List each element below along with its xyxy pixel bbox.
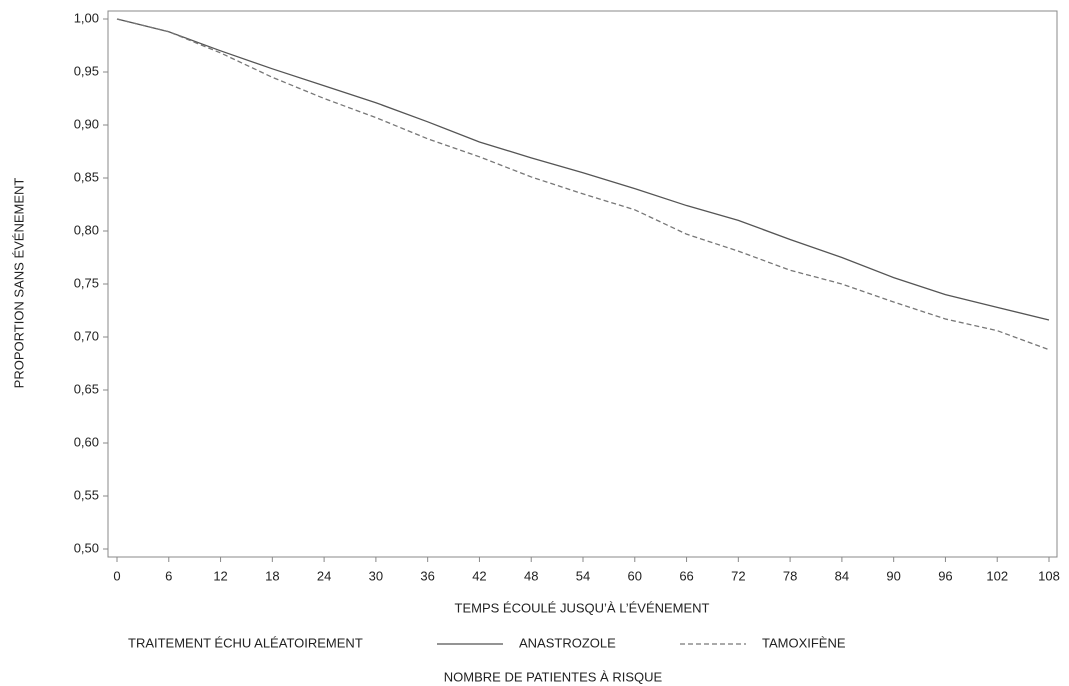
y-axis-label: PROPORTION SANS ÉVÉNEMENT	[11, 178, 26, 389]
x-tick-label: 108	[1038, 568, 1060, 583]
x-tick-label: 24	[317, 568, 331, 583]
y-tick-label: 0,75	[74, 275, 99, 290]
y-tick-label: 0,50	[74, 540, 99, 555]
x-tick-label: 102	[986, 568, 1008, 583]
x-tick-label: 72	[731, 568, 745, 583]
y-tick-label: 0,90	[74, 116, 99, 131]
x-tick-label: 48	[524, 568, 538, 583]
series-line	[116, 18, 1050, 321]
x-tick-label: 60	[628, 568, 642, 583]
x-tick-label: 42	[472, 568, 486, 583]
legend-label: ANASTROZOLE	[519, 635, 616, 650]
x-tick-label: 30	[369, 568, 383, 583]
x-tick-label: 96	[938, 568, 952, 583]
x-tick-label: 78	[783, 568, 797, 583]
y-tick-label: 0,65	[74, 381, 99, 396]
y-tick-label: 0,55	[74, 487, 99, 502]
x-tick-label: 84	[835, 568, 849, 583]
x-tick-label: 36	[420, 568, 434, 583]
legend-label: TAMOXIFÈNE	[762, 635, 846, 650]
x-tick-label: 0	[113, 568, 120, 583]
y-tick-label: 0,70	[74, 328, 99, 343]
y-tick-label: 0,60	[74, 434, 99, 449]
y-tick-label: 0,95	[74, 63, 99, 78]
y-tick-label: 1,00	[74, 10, 99, 25]
legend-title: TRAITEMENT ÉCHU ALÉATOIREMENT	[128, 635, 363, 650]
x-axis-label: TEMPS ÉCOULÉ JUSQU’À L’ÉVÉNEMENT	[455, 600, 710, 615]
x-tick-label: 66	[679, 568, 693, 583]
y-tick-label: 0,85	[74, 169, 99, 184]
x-tick-label: 90	[886, 568, 900, 583]
y-tick-label: 0,80	[74, 222, 99, 237]
x-tick-label: 54	[576, 568, 590, 583]
series-line	[116, 18, 1050, 351]
x-tick-label: 12	[213, 568, 227, 583]
x-tick-label: 18	[265, 568, 279, 583]
x-tick-label: 6	[165, 568, 172, 583]
footer: NOMBRE DE PATIENTES À RISQUE	[444, 669, 663, 684]
